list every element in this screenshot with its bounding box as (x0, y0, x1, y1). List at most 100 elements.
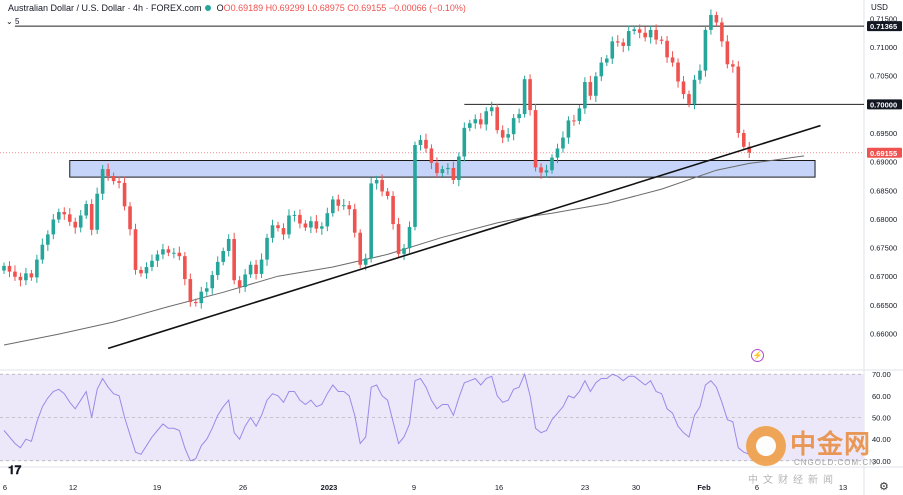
candle-body (643, 32, 647, 38)
price-axis-tick: 0.66000 (870, 329, 897, 338)
price-label-text: 0.71365 (870, 22, 897, 31)
candle-body (610, 41, 615, 59)
candle-body (363, 258, 368, 265)
candle-body (67, 214, 72, 222)
candle-body (681, 81, 686, 95)
price-axis-tick: 0.71000 (870, 43, 897, 52)
candle-body (435, 162, 439, 174)
candle-body (139, 269, 143, 274)
indicators-toggle[interactable]: ⌄ 5 (6, 17, 20, 26)
candle-body (100, 169, 105, 194)
price-axis-tick: 0.69500 (870, 129, 897, 138)
candle-body (2, 265, 6, 271)
candle-body (336, 199, 341, 206)
candle-body (457, 156, 461, 180)
candle-body (561, 137, 565, 149)
candle-body (46, 234, 50, 245)
price-label-text: 0.69155 (870, 149, 897, 158)
candle-body (731, 64, 735, 67)
candle-body (692, 79, 697, 104)
candle-body (676, 62, 680, 82)
candle-body (736, 66, 741, 134)
candle-body (599, 62, 604, 77)
open-value: O0.69189 (223, 3, 264, 13)
price-axis-tick: 0.66500 (870, 301, 897, 310)
symbol-title[interactable]: Australian Dollar / U.S. Dollar · 4h · F… (8, 3, 202, 13)
watermark-logo: 中金网 CNGOLD.COM.CN 中文财经新闻 (746, 422, 875, 486)
candle-body (40, 244, 45, 260)
candle-body (128, 206, 132, 230)
candle-body (522, 79, 527, 115)
candle-body (358, 232, 362, 265)
candle-body (742, 133, 746, 147)
rsi-axis-tick: 30.00 (872, 457, 891, 466)
lightning-icon[interactable]: ⚡ (751, 349, 764, 362)
candle-body (506, 134, 510, 138)
close-value: C0.69155 (347, 3, 387, 13)
rsi-axis-tick: 60.00 (872, 392, 891, 401)
candle-body (632, 29, 636, 32)
candles (2, 9, 752, 309)
candle-body (648, 29, 653, 38)
candle-body (320, 226, 324, 229)
candle-body (396, 224, 401, 254)
candle-body (583, 82, 587, 109)
time-axis-tick: 23 (581, 483, 589, 492)
rsi-axis-tick: 40.00 (872, 435, 891, 444)
candle-body (555, 148, 560, 158)
moving-average-line (3, 155, 805, 346)
candle-body (407, 226, 412, 249)
candle-body (276, 225, 280, 229)
time-axis-tick: 2023 (321, 483, 338, 492)
market-status-icon (204, 5, 211, 11)
candle-body (29, 273, 34, 278)
candle-body (374, 179, 379, 184)
candle-body (303, 223, 308, 228)
time-axis-tick: 9 (412, 483, 416, 492)
tradingview-logo-icon[interactable]: 𝟏𝟕 (8, 463, 22, 477)
price-axis-tick: 0.70500 (870, 72, 897, 81)
gear-icon[interactable]: ⚙ (879, 481, 889, 493)
candle-body (237, 280, 242, 288)
candle-body (325, 213, 330, 227)
low-value: L0.68975 (307, 3, 345, 13)
candle-body (517, 114, 521, 119)
candle-body (413, 145, 417, 227)
candle-body (440, 169, 445, 174)
watermark-emblem (746, 426, 786, 466)
price-axis-tick: 0.71500 (870, 14, 897, 23)
candle-body (626, 31, 631, 46)
candle-body (714, 15, 719, 23)
candle-body (281, 228, 286, 235)
candle-body (659, 39, 664, 41)
candle-body (347, 205, 352, 210)
candle-body (221, 251, 225, 262)
candle-body (687, 94, 691, 104)
candle-body (166, 249, 171, 253)
candle-body (391, 196, 395, 225)
candle-body (709, 15, 713, 30)
price-axis-tick: 0.68000 (870, 215, 897, 224)
time-axis-tick: 13 (839, 483, 847, 492)
candle-body (380, 179, 384, 192)
candle-body (298, 214, 302, 224)
price-axis-tick: 0.69000 (870, 158, 897, 167)
candle-body (73, 221, 78, 228)
candle-body (352, 209, 357, 233)
candle-body (550, 157, 554, 171)
candle-body (95, 193, 99, 230)
candle-body (314, 221, 319, 229)
candle-body (259, 259, 264, 274)
candle-body (621, 42, 626, 46)
time-axis-tick: 16 (495, 483, 503, 492)
high-value: H0.69299 (265, 3, 305, 13)
currency-label[interactable]: USD (871, 3, 888, 12)
candle-body (111, 175, 116, 182)
price-axis-tick: 0.67000 (870, 272, 897, 281)
candle-body (232, 238, 236, 281)
candle-body (172, 252, 176, 254)
watermark-title: 中金网 (790, 430, 872, 460)
candle-body (605, 58, 609, 63)
candle-body (18, 276, 23, 281)
